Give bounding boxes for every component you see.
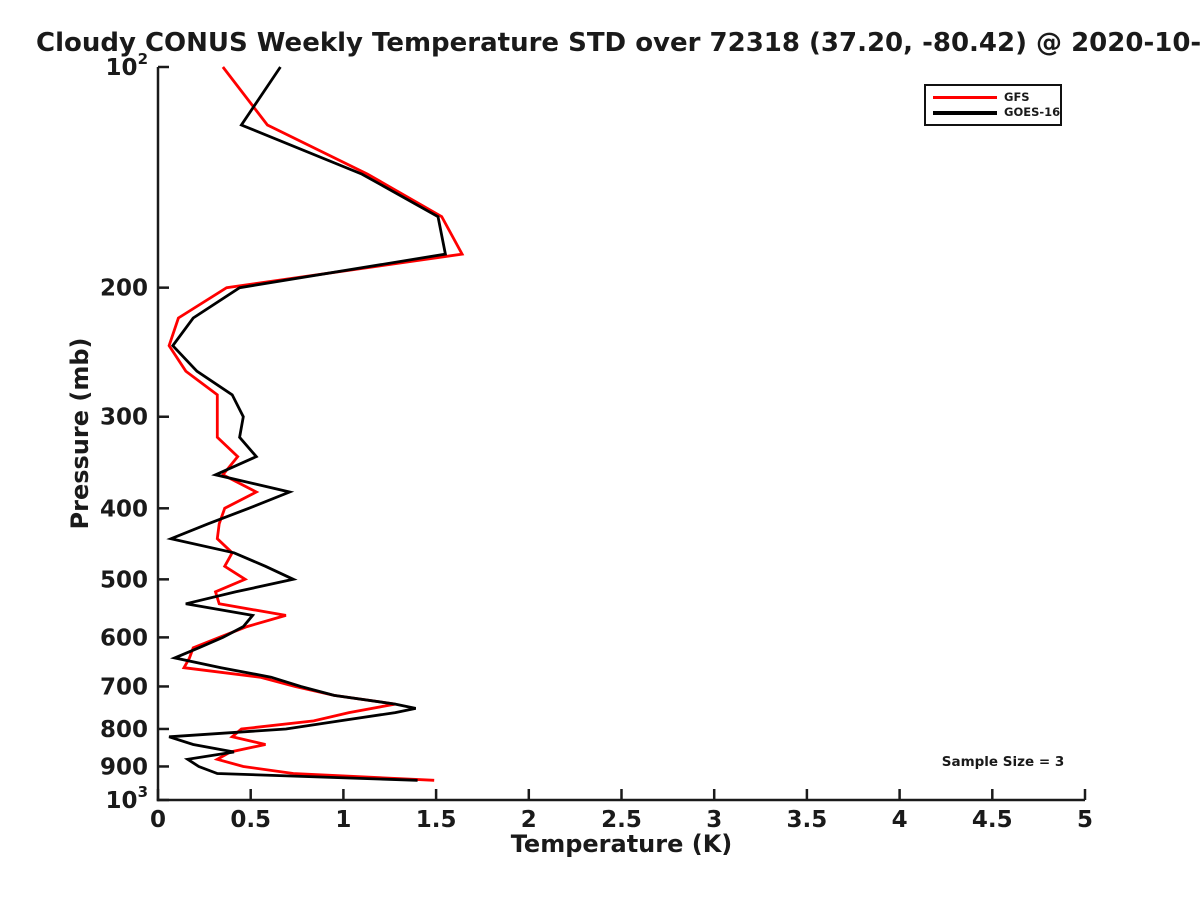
- x-tick-label: 0: [150, 807, 166, 833]
- y-tick-label: 103: [106, 783, 148, 814]
- y-tick-label: 400: [100, 496, 148, 522]
- legend-item-goes16: GOES-16: [933, 105, 1061, 119]
- x-tick-label: 2: [521, 807, 537, 833]
- x-tick-label: 2.5: [601, 807, 642, 833]
- x-tick-label: 3.5: [787, 807, 828, 833]
- sample-size-annotation: Sample Size = 3: [941, 754, 1065, 770]
- x-axis-label: Temperature (K): [511, 830, 733, 858]
- y-tick-label: 500: [100, 567, 148, 593]
- legend-line-sample-goes16: [933, 111, 997, 115]
- legend: GFS GOES-16: [924, 84, 1062, 126]
- y-tick-label: 800: [100, 717, 148, 743]
- x-tick-label: 4: [892, 807, 908, 833]
- y-tick-label: 600: [100, 625, 148, 651]
- y-tick-label: 900: [100, 754, 148, 780]
- y-tick-label: 200: [100, 276, 148, 302]
- legend-line-sample-gfs: [933, 95, 997, 99]
- x-tick-label: 0.5: [230, 807, 271, 833]
- legend-label-gfs: GFS: [1004, 89, 1030, 104]
- chart-title: Cloudy CONUS Weekly Temperature STD over…: [36, 28, 1200, 58]
- x-tick-label: 4.5: [972, 807, 1013, 833]
- y-tick-label: 700: [100, 674, 148, 700]
- y-tick-label: 300: [100, 405, 148, 431]
- x-tick-label: 5: [1077, 807, 1093, 833]
- legend-item-gfs: GFS: [933, 89, 1060, 104]
- x-tick-label: 1.5: [416, 807, 457, 833]
- series-line-goes16: [166, 66, 448, 782]
- legend-label-goes16: GOES-16: [1004, 105, 1061, 119]
- x-tick-label: 3: [706, 807, 722, 833]
- x-tick-label: 1: [335, 807, 351, 833]
- y-tick-label: 102: [106, 50, 148, 81]
- y-axis-label: Pressure (mb): [66, 338, 94, 530]
- series-line-gfs: [167, 66, 465, 782]
